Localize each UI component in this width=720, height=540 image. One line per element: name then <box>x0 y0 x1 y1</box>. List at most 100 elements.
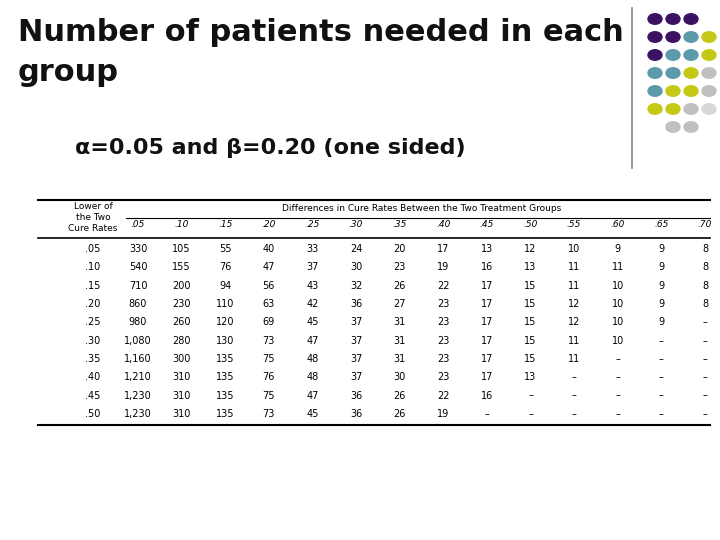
Text: –: – <box>616 354 620 364</box>
Text: –: – <box>572 390 577 401</box>
Text: 13: 13 <box>524 372 536 382</box>
Text: 10: 10 <box>612 281 624 291</box>
Text: –: – <box>528 409 533 419</box>
Text: 540: 540 <box>129 262 148 273</box>
Text: .55: .55 <box>567 220 581 229</box>
Text: 40: 40 <box>263 244 275 254</box>
Text: 33: 33 <box>306 244 318 254</box>
Text: 15: 15 <box>524 318 536 327</box>
Text: 23: 23 <box>437 372 449 382</box>
Text: 31: 31 <box>394 336 406 346</box>
Text: 310: 310 <box>172 390 191 401</box>
Text: 36: 36 <box>350 409 362 419</box>
Text: 155: 155 <box>172 262 191 273</box>
Text: 310: 310 <box>172 372 191 382</box>
Text: 120: 120 <box>216 318 235 327</box>
Text: the Two: the Two <box>76 213 110 222</box>
Text: –: – <box>572 409 577 419</box>
Text: 8: 8 <box>702 262 708 273</box>
Text: –: – <box>616 409 620 419</box>
Text: 76: 76 <box>263 372 275 382</box>
Text: 73: 73 <box>263 409 275 419</box>
Text: .10: .10 <box>174 220 189 229</box>
Circle shape <box>684 122 698 132</box>
Text: 19: 19 <box>437 409 449 419</box>
Circle shape <box>702 86 716 96</box>
Text: .35: .35 <box>392 220 407 229</box>
Text: 15: 15 <box>524 299 536 309</box>
Text: 73: 73 <box>263 336 275 346</box>
Text: Lower of: Lower of <box>73 202 112 211</box>
Text: 200: 200 <box>172 281 191 291</box>
Text: 15: 15 <box>524 281 536 291</box>
Text: 9: 9 <box>658 262 665 273</box>
Text: .50: .50 <box>523 220 538 229</box>
Text: 710: 710 <box>129 281 148 291</box>
Circle shape <box>648 50 662 60</box>
Text: 1,230: 1,230 <box>124 390 152 401</box>
Text: –: – <box>703 336 708 346</box>
Text: 37: 37 <box>350 354 362 364</box>
Text: 135: 135 <box>216 390 235 401</box>
Circle shape <box>702 104 716 114</box>
Text: –: – <box>703 354 708 364</box>
Text: 37: 37 <box>350 336 362 346</box>
Text: 9: 9 <box>658 318 665 327</box>
Text: 1,160: 1,160 <box>124 354 152 364</box>
Text: 17: 17 <box>481 318 493 327</box>
Text: 9: 9 <box>658 244 665 254</box>
Text: 75: 75 <box>263 390 275 401</box>
Text: 12: 12 <box>524 244 536 254</box>
Text: 9: 9 <box>658 281 665 291</box>
Text: 9: 9 <box>658 299 665 309</box>
Text: –: – <box>485 409 490 419</box>
Text: 23: 23 <box>394 262 406 273</box>
Circle shape <box>702 50 716 60</box>
Text: 47: 47 <box>306 336 319 346</box>
Text: 10: 10 <box>612 299 624 309</box>
Text: .10: .10 <box>86 262 101 273</box>
Text: –: – <box>659 372 664 382</box>
Text: –: – <box>659 409 664 419</box>
Text: 10: 10 <box>568 244 580 254</box>
Text: 17: 17 <box>481 354 493 364</box>
Text: .15: .15 <box>85 281 101 291</box>
Text: 13: 13 <box>524 262 536 273</box>
Text: 1,230: 1,230 <box>124 409 152 419</box>
Text: 13: 13 <box>481 244 493 254</box>
Text: .30: .30 <box>86 336 101 346</box>
Circle shape <box>666 122 680 132</box>
Text: 23: 23 <box>437 354 449 364</box>
Text: 19: 19 <box>437 262 449 273</box>
Text: 32: 32 <box>350 281 362 291</box>
Text: 63: 63 <box>263 299 275 309</box>
Circle shape <box>666 32 680 42</box>
Text: 11: 11 <box>568 354 580 364</box>
Text: 94: 94 <box>219 281 231 291</box>
Text: 230: 230 <box>172 299 191 309</box>
Circle shape <box>666 104 680 114</box>
Circle shape <box>648 104 662 114</box>
Text: 10: 10 <box>612 318 624 327</box>
Text: 47: 47 <box>306 390 319 401</box>
Text: 69: 69 <box>263 318 275 327</box>
Text: 260: 260 <box>172 318 191 327</box>
Circle shape <box>684 32 698 42</box>
Text: .15: .15 <box>218 220 233 229</box>
Text: .05: .05 <box>131 220 145 229</box>
Text: 26: 26 <box>394 281 406 291</box>
Text: group: group <box>18 58 119 87</box>
Text: 76: 76 <box>219 262 231 273</box>
Text: 15: 15 <box>524 336 536 346</box>
Text: 11: 11 <box>568 262 580 273</box>
Text: 12: 12 <box>568 318 580 327</box>
Text: .50: .50 <box>85 409 101 419</box>
Text: –: – <box>703 409 708 419</box>
Text: 135: 135 <box>216 354 235 364</box>
Text: Cure Rates: Cure Rates <box>68 224 117 233</box>
Text: 17: 17 <box>481 299 493 309</box>
Circle shape <box>684 86 698 96</box>
Text: 48: 48 <box>306 372 318 382</box>
Text: 27: 27 <box>393 299 406 309</box>
Text: .70: .70 <box>698 220 712 229</box>
